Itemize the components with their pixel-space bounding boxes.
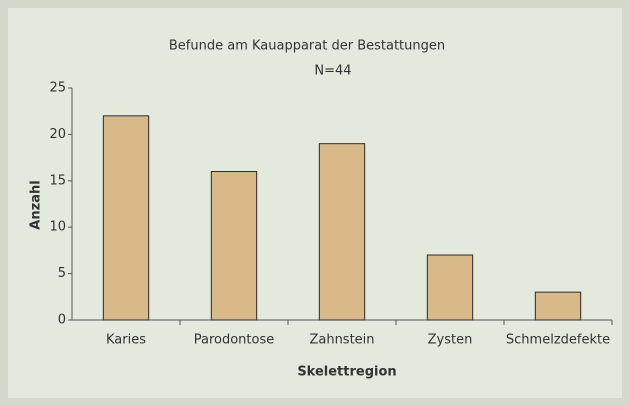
y-tick-label: 5: [58, 266, 66, 281]
bar: [210, 171, 258, 321]
x-axis-label: Skelettregion: [297, 365, 396, 380]
y-tick-label: 10: [49, 220, 66, 235]
x-tick-label: Karies: [106, 333, 146, 348]
bar: [102, 115, 150, 321]
bar: [534, 291, 582, 321]
x-tick-label: Schmelzdefekte: [506, 333, 610, 348]
chart-title: Befunde am Kauapparat der Bestattungen: [169, 39, 445, 54]
y-tick-label: 25: [49, 81, 66, 96]
bar: [426, 254, 474, 321]
y-tick-label: 15: [49, 173, 66, 188]
x-tick-label: Zahnstein: [309, 333, 374, 348]
x-tick-label: Parodontose: [194, 333, 275, 348]
chart-subtitle: N=44: [314, 64, 351, 79]
y-tick-label: 20: [49, 127, 66, 142]
y-axis-label: Anzahl: [29, 180, 44, 229]
x-tick-label: Zysten: [428, 333, 473, 348]
bar: [318, 143, 366, 321]
y-tick-label: 0: [58, 313, 66, 328]
